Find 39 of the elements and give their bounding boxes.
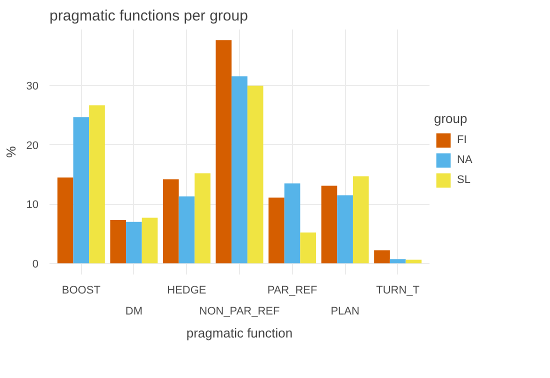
x-tick-label: DM	[125, 306, 142, 318]
bar	[89, 105, 105, 264]
bar	[232, 76, 248, 264]
legend-label: NA	[457, 154, 474, 166]
x-tick-label: PAR_REF	[267, 284, 318, 296]
y-tick-label: 30	[26, 80, 39, 93]
bar	[390, 259, 406, 264]
legend-label: SL	[457, 174, 472, 186]
bar	[337, 195, 353, 264]
bar	[178, 196, 195, 264]
x-tick-label: TURN_T	[376, 284, 420, 296]
bar	[162, 179, 179, 264]
y-tick-label: 20	[26, 140, 39, 152]
bar	[284, 183, 300, 264]
bar	[126, 222, 142, 264]
bar	[73, 117, 90, 264]
bar	[110, 220, 126, 264]
bar	[321, 186, 338, 264]
bar	[352, 176, 369, 264]
legend-label: FI	[457, 134, 468, 146]
y-tick-label: 10	[26, 199, 39, 212]
x-tick-label: PLAN	[330, 306, 360, 318]
bar	[247, 86, 264, 264]
x-tick-label: BOOST	[62, 284, 101, 296]
bar	[268, 198, 284, 264]
bar	[142, 218, 158, 264]
bar	[406, 260, 422, 264]
y-tick-label: 0	[32, 258, 39, 270]
legend-title: group	[434, 111, 468, 126]
bar	[216, 40, 232, 264]
x-tick-label: HEDGE	[167, 284, 206, 296]
x-axis-title: pragmatic function	[186, 326, 293, 340]
chart-title: pragmatic functions per group	[50, 8, 248, 24]
bar	[57, 177, 74, 264]
bar	[374, 250, 390, 264]
bar	[300, 232, 316, 264]
bar	[194, 173, 210, 264]
y-axis-title: %	[3, 146, 18, 158]
x-tick-label: NON_PAR_REF	[199, 306, 280, 318]
